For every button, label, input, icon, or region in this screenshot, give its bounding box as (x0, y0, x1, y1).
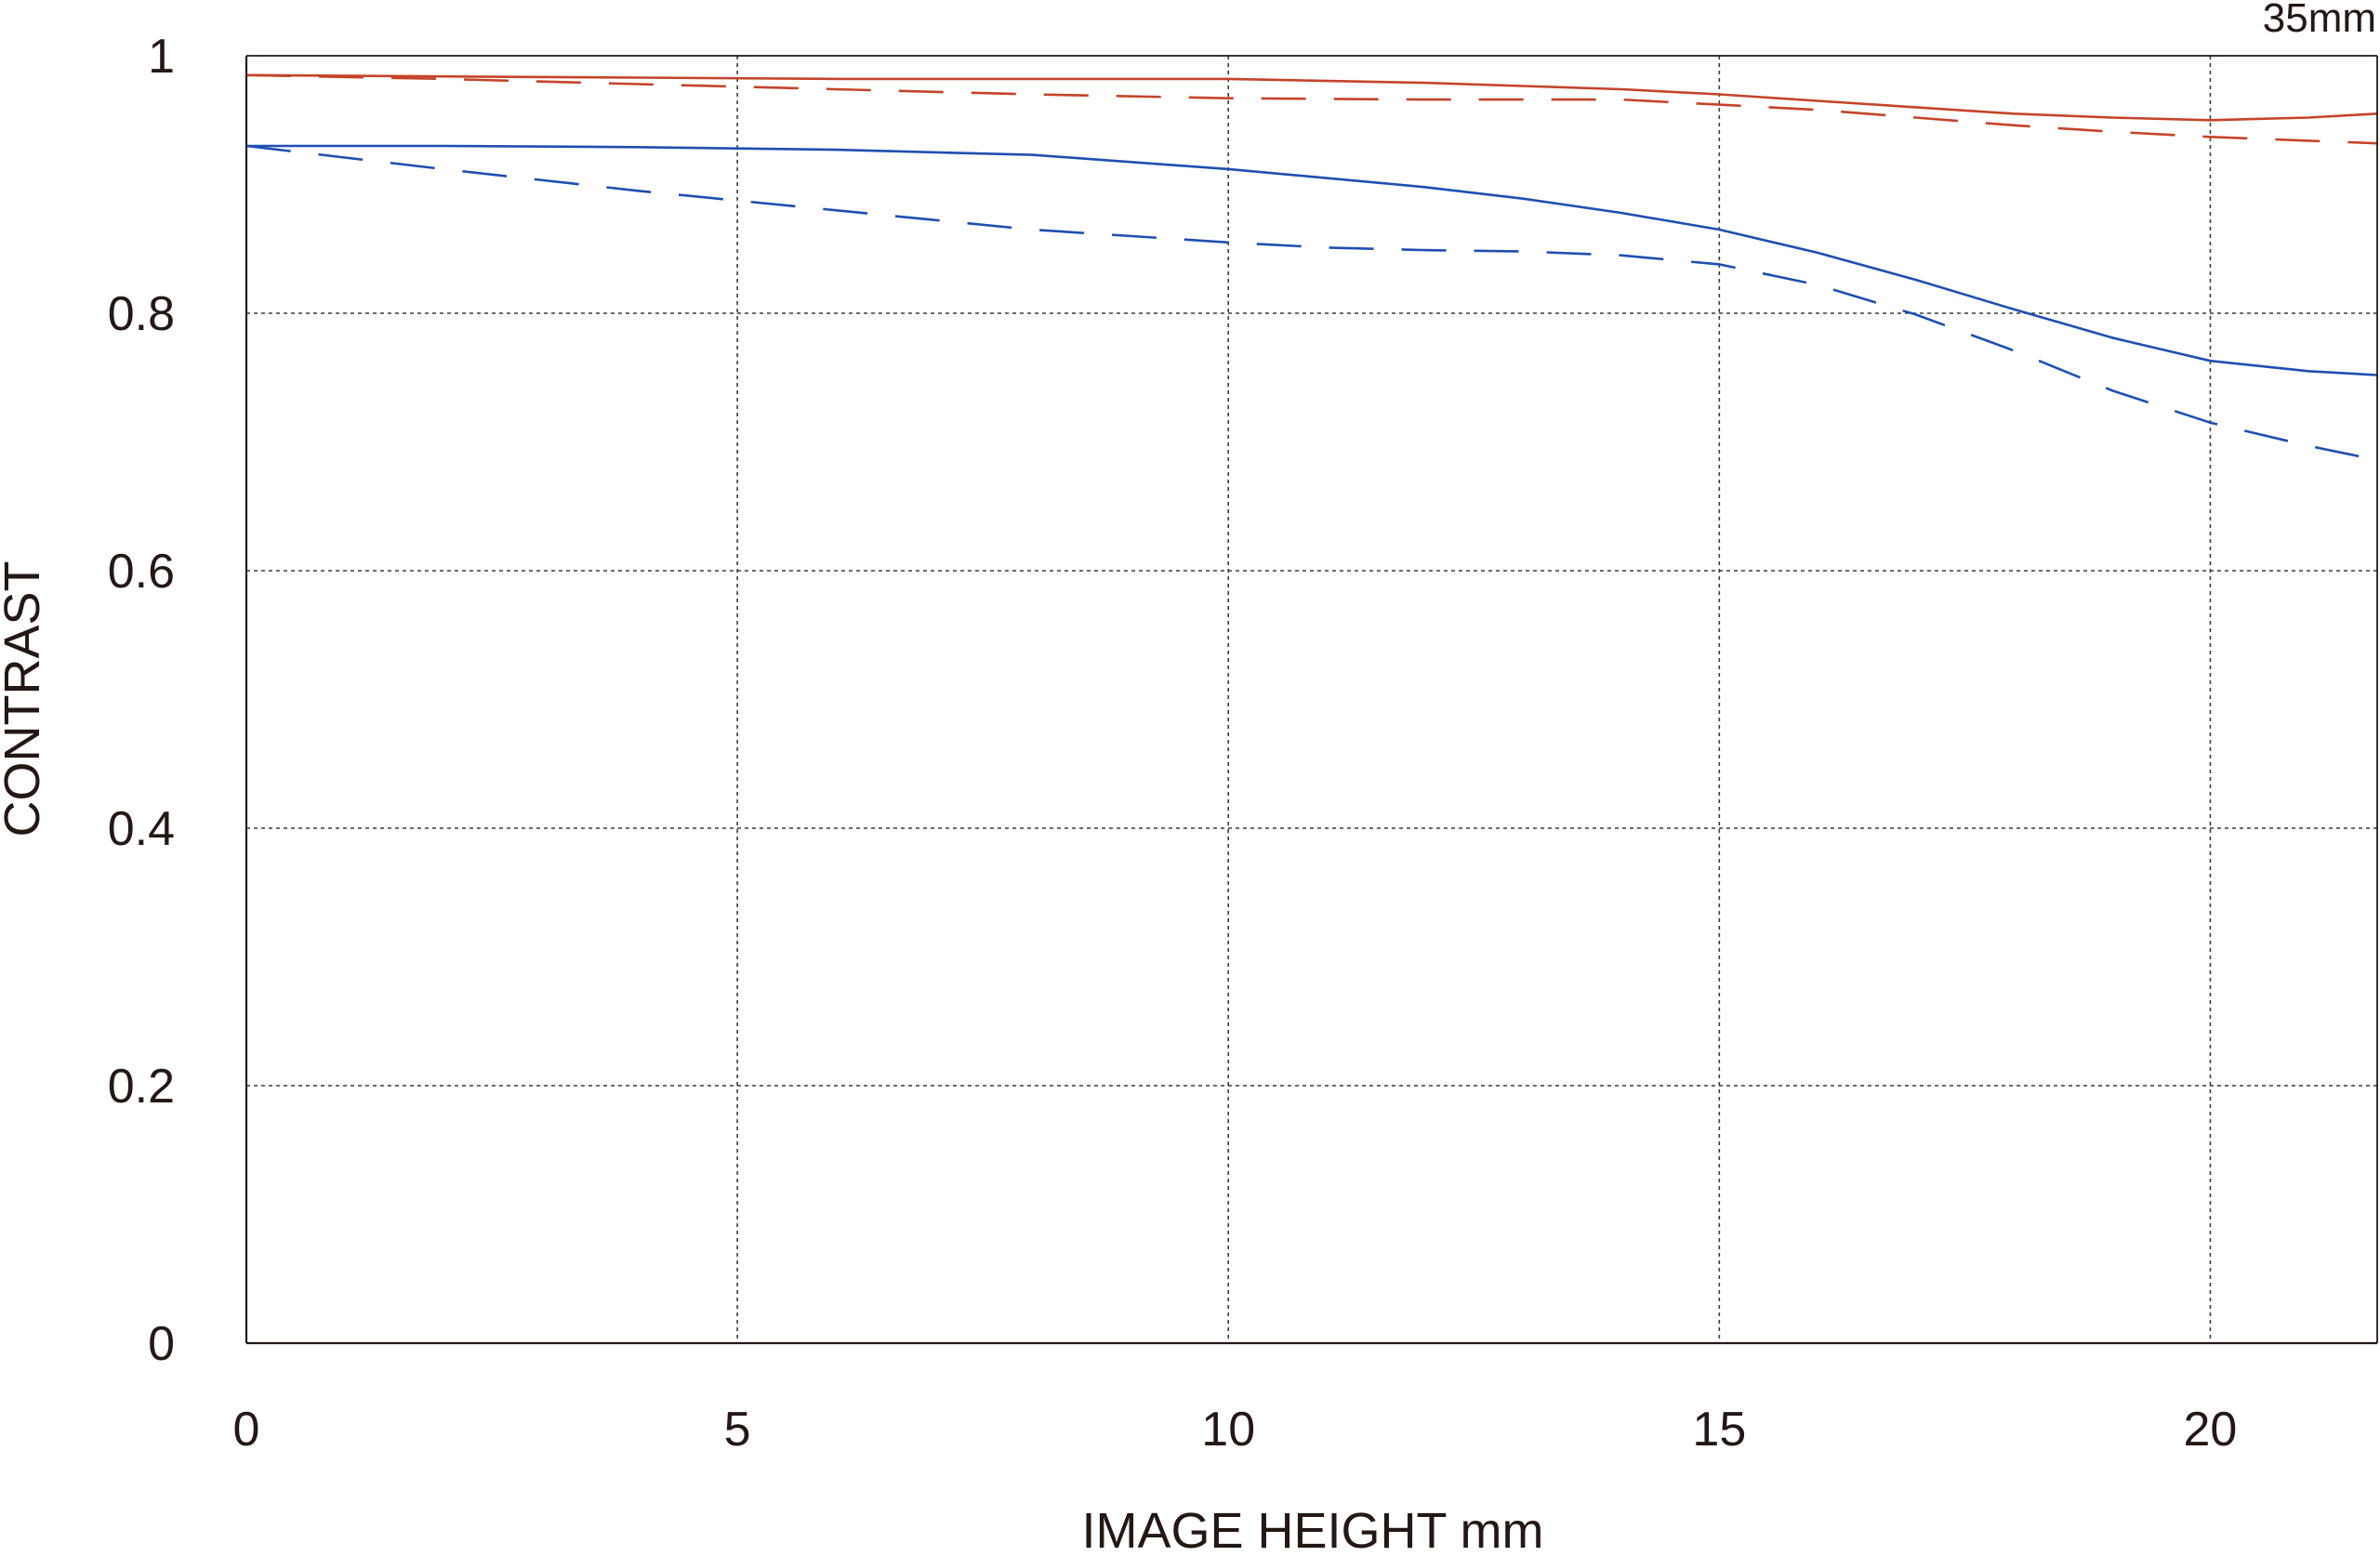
y-tick-label: 0.2 (108, 1060, 175, 1114)
y-tick-label: 0.6 (108, 545, 175, 599)
series-line-4 (245, 144, 2378, 462)
y-tick-label: 0.4 (108, 802, 175, 856)
x-tick-label: 5 (724, 1403, 751, 1457)
focal-length-label: 35mm (2263, 0, 2376, 41)
series-line-1 (245, 73, 2378, 122)
x-tick-label: 20 (2184, 1403, 2238, 1457)
x-axis-title: IMAGE HEIGHT mm (1081, 1503, 1543, 1551)
x-tick-label: 0 (233, 1403, 260, 1457)
axes-layer (245, 55, 2378, 1345)
series-line-2 (245, 73, 2378, 145)
y-tick-label: 1 (148, 30, 175, 84)
series-layer (245, 73, 2378, 462)
y-tick-label: 0 (148, 1317, 175, 1371)
y-tick-label: 0.8 (108, 287, 175, 341)
x-tick-label: 15 (1692, 1403, 1746, 1457)
grid-layer (246, 56, 2377, 1343)
x-tick-label: 10 (1201, 1403, 1255, 1457)
series-line-3 (246, 144, 2378, 376)
y-axis-title: CONTRAST (0, 561, 50, 837)
